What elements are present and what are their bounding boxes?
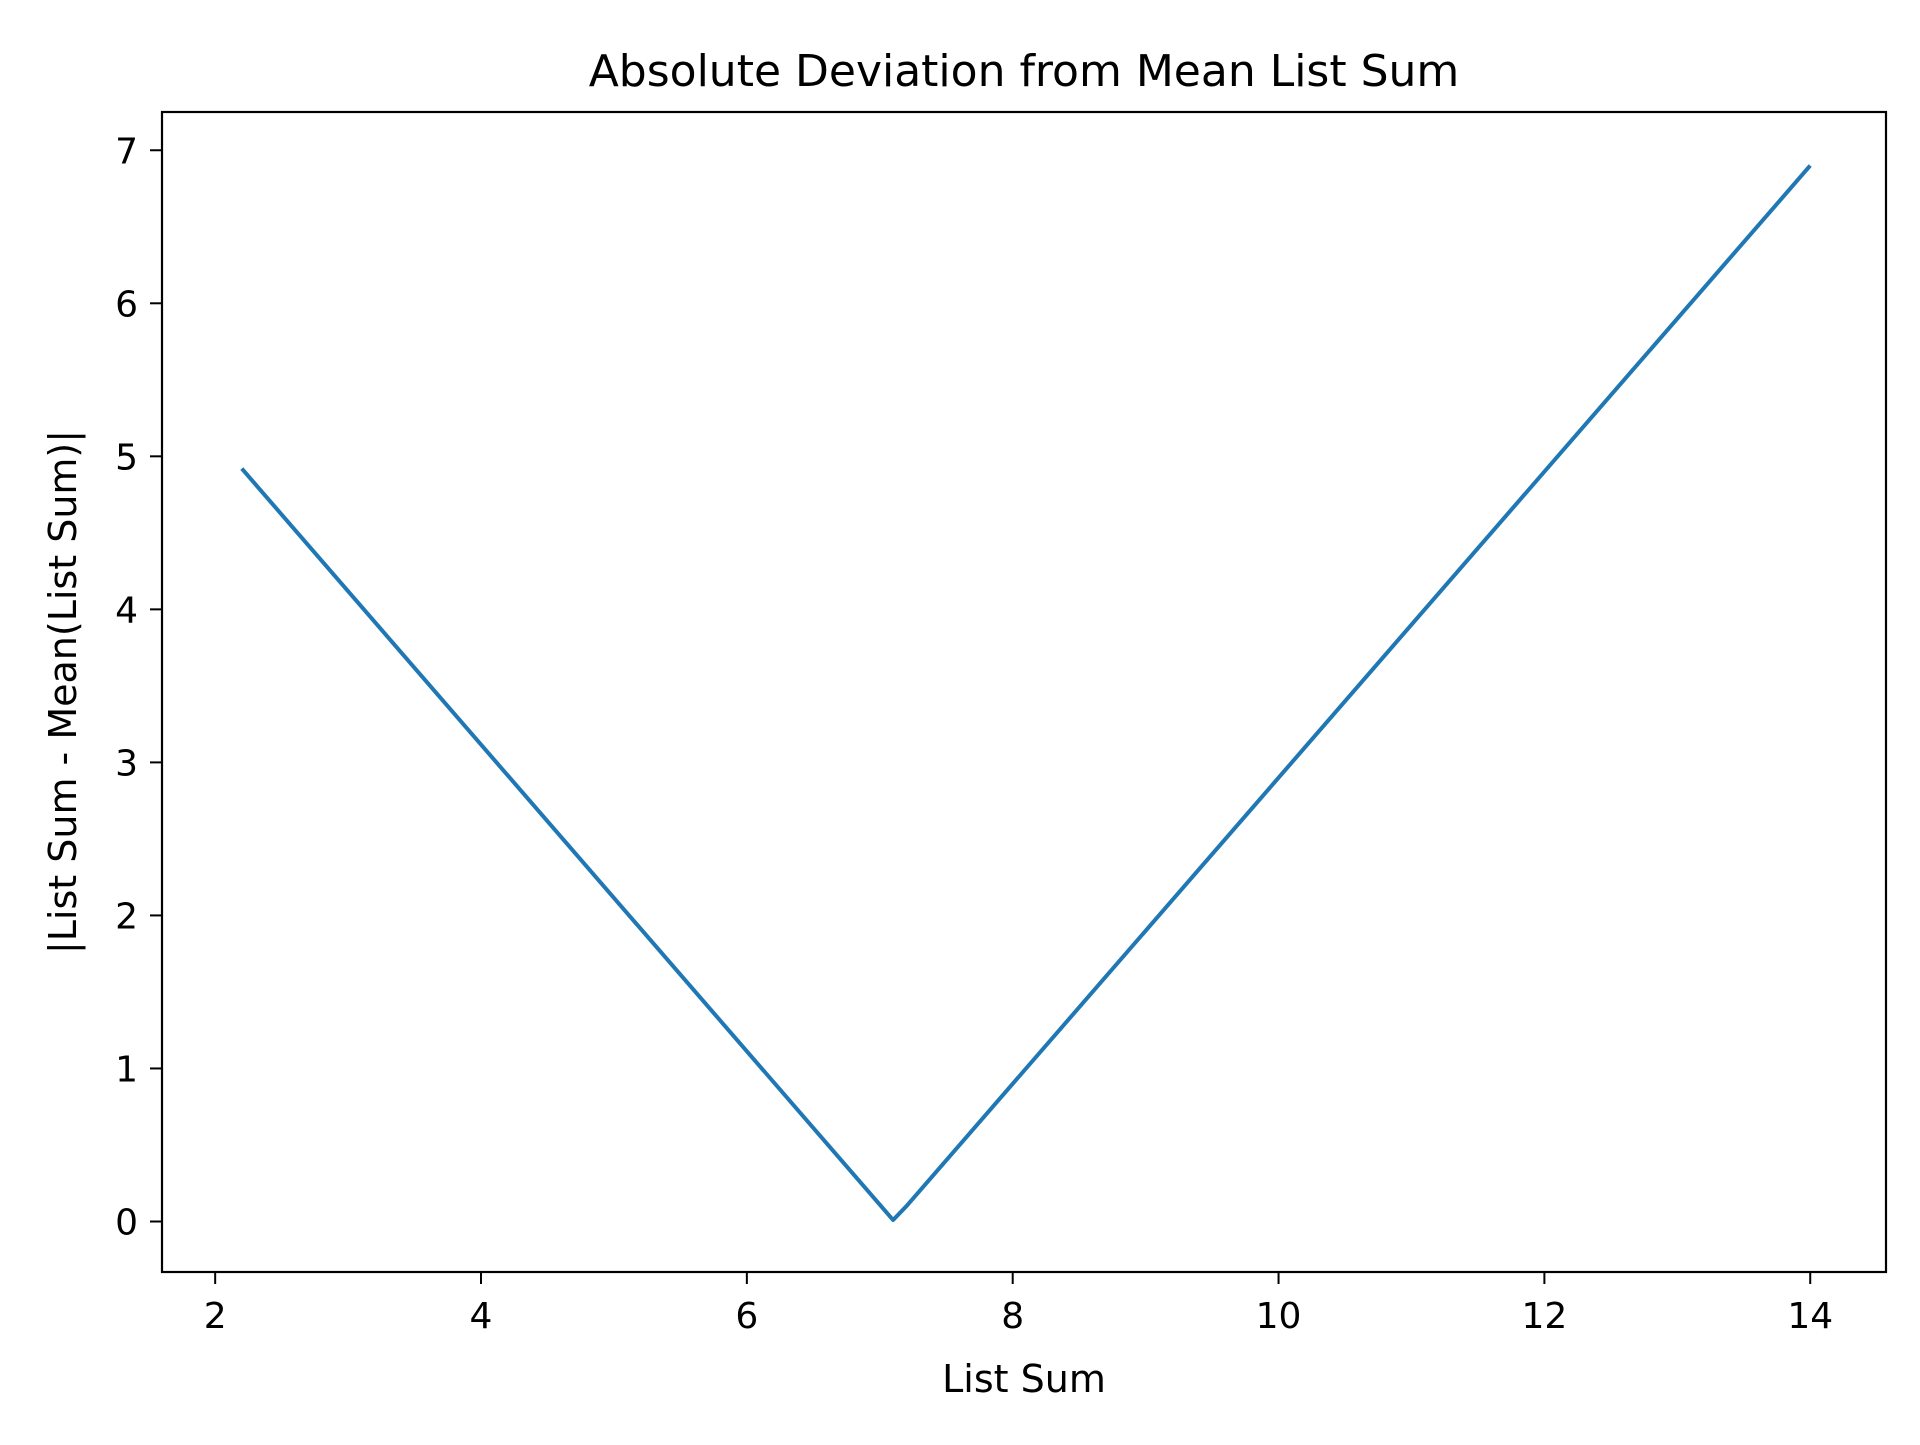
x-tick-label: 12 <box>1521 1296 1567 1337</box>
axes-frame <box>160 110 1888 1274</box>
x-axis-ticks: 2 4 6 8 10 12 14 <box>204 1272 1833 1337</box>
y-tick-label: 3 <box>115 743 138 784</box>
y-axis-ticks: 0 1 2 3 4 5 6 7 <box>115 131 162 1243</box>
y-tick-label: 2 <box>115 896 138 937</box>
y-tick-label: 4 <box>115 590 138 631</box>
x-tick-label: 8 <box>1001 1296 1024 1337</box>
y-axis-label: |List Sum - Mean(List Sum)| <box>41 430 86 954</box>
x-tick-label: 2 <box>204 1296 227 1337</box>
y-tick-label: 6 <box>115 284 138 325</box>
plot-area <box>240 164 1812 1222</box>
y-tick-label: 1 <box>115 1049 138 1090</box>
x-tick-label: 4 <box>470 1296 493 1337</box>
y-tick-label: 7 <box>115 131 138 172</box>
x-tick-label: 14 <box>1787 1296 1833 1337</box>
series-line-0 <box>240 164 1812 1222</box>
x-tick-label: 10 <box>1256 1296 1302 1337</box>
chart-title: Absolute Deviation from Mean List Sum <box>589 46 1460 97</box>
y-tick-label: 5 <box>115 437 138 478</box>
y-tick-label: 0 <box>115 1202 138 1243</box>
x-tick-label: 6 <box>735 1296 758 1337</box>
x-axis-label: List Sum <box>942 1357 1106 1401</box>
